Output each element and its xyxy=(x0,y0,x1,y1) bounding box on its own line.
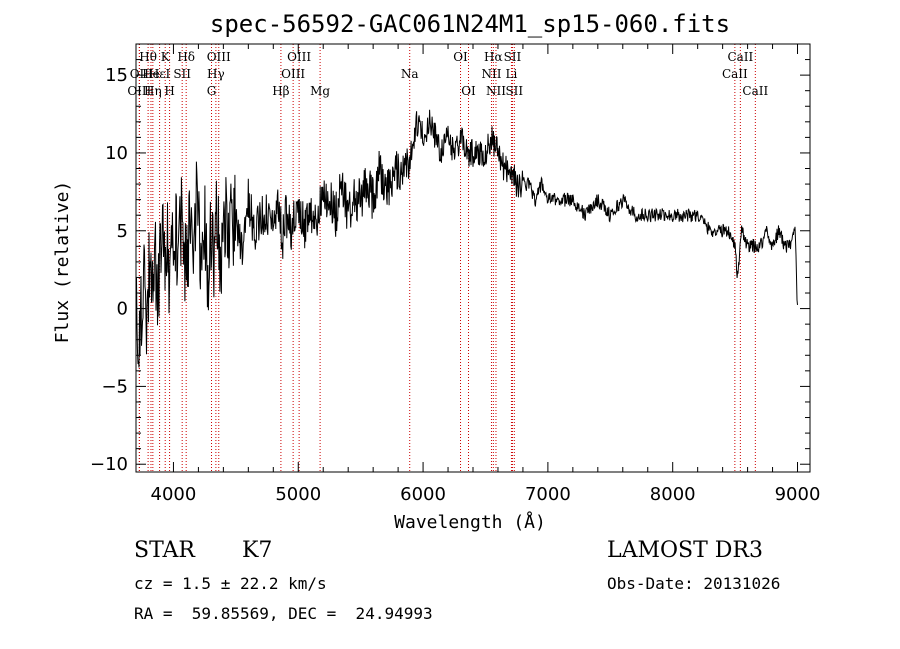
spectral-line-label: SII xyxy=(173,67,191,81)
survey-name: LAMOST DR3 xyxy=(607,538,763,563)
spectral-line-label: CaII xyxy=(722,67,748,81)
spectral-line-label: HεI xyxy=(149,67,171,81)
y-tick-label: −5 xyxy=(101,376,128,397)
spectral-line-label: G xyxy=(207,84,217,98)
y-tick-label: −10 xyxy=(90,454,128,475)
spectral-line-label: Hα xyxy=(484,50,503,64)
y-tick-label: 0 xyxy=(117,299,128,320)
spectral-line-label: OI xyxy=(461,84,476,98)
obs-date: Obs-Date: 20131026 xyxy=(607,574,781,593)
spectral-line-label: Mg xyxy=(310,84,330,98)
x-tick-label: 6000 xyxy=(400,484,446,505)
spectral-line-label: OIII xyxy=(207,50,231,64)
spectral-line-label: SII xyxy=(504,50,522,64)
spectral-line-label: Na xyxy=(401,67,419,81)
spectral-line-label: Hη xyxy=(144,84,162,98)
y-axis-ticks: −10 −5 0 5 10 15 xyxy=(90,59,810,475)
spectral-line-label: CaII xyxy=(742,84,768,98)
y-axis-label: Flux (relative) xyxy=(52,181,73,344)
spectral-line-label: H xyxy=(164,84,174,98)
series-group xyxy=(135,109,798,368)
coordinates: RA = 59.85569, DEC = 24.94993 xyxy=(134,604,433,623)
spectral-line-label: OII xyxy=(130,67,150,81)
spectral-line-label: NII xyxy=(481,67,501,81)
x-axis-label: Wavelength (Å) xyxy=(394,511,546,533)
x-axis-ticks: 4000 5000 6000 7000 8000 9000 xyxy=(151,44,821,505)
x-tick-label: 4000 xyxy=(151,484,197,505)
y-tick-label: 10 xyxy=(105,143,128,164)
spectral-line-label: K xyxy=(161,50,171,64)
spectral-line-label: Li xyxy=(506,67,518,81)
spectral-line-label: OIII xyxy=(281,67,305,81)
plot-frame xyxy=(135,43,811,473)
spectral-line-label: Hθ xyxy=(139,50,157,64)
spectral-line-label: Hγ xyxy=(207,67,225,81)
spectral-line-label: Hβ xyxy=(272,84,289,98)
spectral-line-label: OI xyxy=(453,50,468,64)
object-subclass: K7 xyxy=(242,538,273,563)
x-tick-label: 5000 xyxy=(275,484,321,505)
x-tick-label: 7000 xyxy=(525,484,571,505)
x-tick-label: 8000 xyxy=(650,484,696,505)
spectral-line-label: OIII xyxy=(287,50,311,64)
redshift-cz: cz = 1.5 ± 22.2 km/s xyxy=(134,574,327,593)
x-tick-label: 9000 xyxy=(775,484,821,505)
series-flux-line xyxy=(135,109,798,368)
spectral-line-label: Hδ xyxy=(177,50,195,64)
y-tick-label: 5 xyxy=(117,221,128,242)
object-class: STAR xyxy=(134,538,195,563)
spectral-line-label: He xyxy=(142,67,160,81)
spectral-line-label: NII xyxy=(486,84,506,98)
spectral-lines xyxy=(138,44,756,472)
spectral-line-label: SII xyxy=(505,84,523,98)
chart-title: spec-56592-GAC061N24M1_sp15-060.fits xyxy=(210,10,730,38)
y-tick-label: 15 xyxy=(105,65,128,86)
spectral-line-label: CaII xyxy=(727,50,753,64)
